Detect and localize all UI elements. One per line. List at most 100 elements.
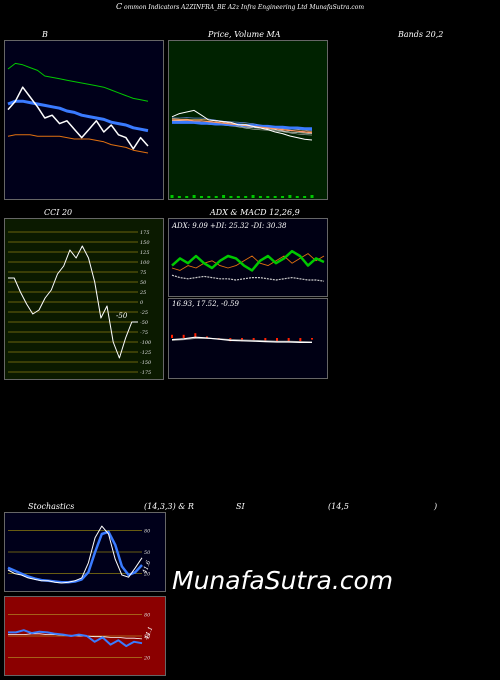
bollinger-b-label: B: [42, 30, 48, 39]
volume-bar: [310, 195, 314, 198]
cci-tick-label: -50: [140, 320, 149, 326]
volume-bar: [295, 196, 299, 198]
title-prefix: C: [116, 2, 123, 11]
macd-values: 16.93, 17.52, -0.59: [172, 300, 239, 308]
rsi-last-value: 44.1: [143, 626, 154, 642]
macd-histogram-bar: [299, 338, 302, 342]
price-close-line: [171, 109, 313, 141]
volume-bar: [258, 196, 262, 198]
rsi-tick-label: 50: [144, 634, 151, 640]
bollinger-middle-line: [7, 99, 149, 133]
price-volume-panel: [168, 40, 328, 200]
cci-tick-label: 125: [140, 250, 150, 256]
price-volume-series: [170, 109, 314, 198]
volume-bar: [222, 195, 226, 198]
price-volume-label: Price, Volume MA: [208, 30, 281, 39]
rsi-panel: 80 50 20 44.1: [4, 596, 166, 676]
volume-bar: [214, 196, 218, 198]
volume-bar: [177, 196, 181, 198]
macd-histogram-bar: [182, 334, 185, 338]
adx-series: [171, 249, 325, 282]
volume-bar: [236, 196, 240, 198]
volume-bar: [244, 196, 248, 198]
stochastics-series: 80 50 20: [7, 525, 151, 584]
adx-line: [171, 274, 325, 282]
bollinger-lower-line: [7, 134, 149, 154]
bollinger-price-line: [7, 86, 149, 150]
bollinger-panel: [4, 40, 164, 200]
macd-histogram-bar: [276, 338, 278, 342]
macd-histogram-bar: [264, 338, 267, 342]
cci-tick-label: 175: [140, 230, 150, 236]
macd-histogram-bar: [311, 338, 313, 340]
volume-bar: [207, 196, 211, 198]
volume-bar: [192, 195, 196, 198]
bollinger-series: [7, 62, 149, 154]
cci-tick-label: -175: [140, 370, 151, 376]
rsi-tick-label: 80: [144, 612, 151, 618]
stoch-d-line: [7, 530, 143, 584]
cci-series: 175 150 125 100 75 50 25 0 -25 -50 -75 -100 -125 -150…: [8, 230, 152, 376]
stoch-last-value: 41.6: [141, 560, 153, 576]
adx-values: ADX: 9.09 +DI: 25.32 -DI: 30.38: [171, 222, 287, 230]
macd-histogram-bar: [252, 338, 255, 342]
volume-bar: [303, 196, 307, 198]
stoch-k-line: [7, 525, 143, 584]
si-label: SI: [236, 502, 245, 511]
volume-bar: [281, 196, 285, 198]
stoch-tick-label: 20: [143, 572, 151, 578]
price-volume-bg: [168, 40, 328, 200]
cci-tick-label: 0: [140, 300, 144, 306]
cci-panel: 175 150 125 100 75 50 25 0 -25 -50 -75 -100 -125 -150…: [4, 218, 164, 380]
stoch-tick-label: 80: [144, 528, 151, 534]
stoch-tick-label: 50: [144, 550, 151, 556]
bands-label: Bands 20,2: [398, 30, 444, 39]
bollinger-upper-line: [7, 62, 149, 102]
cci-tick-label: 150: [140, 240, 150, 246]
si-close-label: ): [434, 502, 438, 511]
volume-bar: [251, 195, 255, 198]
macd-signal-line: [171, 337, 313, 343]
cci-tick-label: 100: [140, 260, 150, 266]
si-params-label: (14,5: [328, 502, 349, 511]
volume-bar: [229, 196, 233, 198]
cci-bg: [4, 218, 164, 380]
stochastics-label: Stochastics: [28, 502, 75, 511]
bollinger-bg: [4, 40, 164, 200]
volume-bar: [170, 195, 174, 198]
adx-macd-panel: ADX: 9.09 +DI: 25.32 -DI: 30.38 16.93, 1…: [168, 218, 328, 379]
cci-tick-label: -150: [140, 360, 152, 366]
volume-bar: [199, 196, 203, 198]
stochastics-panel: 80 50 20 41.6: [4, 512, 166, 592]
macd-series: [171, 333, 313, 344]
macd-histogram-bar: [171, 334, 173, 338]
watermark: MunafaSutra.com: [172, 566, 394, 595]
volume-bar: [266, 196, 270, 198]
cci-tick-label: -125: [140, 350, 151, 356]
rsi-series: 80 50 20: [8, 612, 151, 662]
cci-tick-label: 50: [140, 280, 147, 286]
page-title: ommon Indicators A2ZINFRA_BE A2z Infra E…: [124, 4, 365, 11]
volume-bar: [288, 195, 292, 198]
macd-line: [171, 336, 312, 344]
cci-tick-label: -25: [140, 310, 148, 316]
stoch-params-label: (14,3,3) & R: [144, 502, 194, 511]
volume-bar: [185, 196, 189, 198]
cci-tick-label: -75: [140, 330, 148, 336]
adx-bg: [168, 218, 328, 297]
cci-label: CCI 20: [44, 208, 73, 217]
rsi-tick-label: 20: [143, 656, 151, 662]
adx-macd-label: ADX & MACD 12,26,9: [210, 208, 300, 217]
adx-minus-di-line: [171, 253, 325, 271]
cci-last-value: -50: [116, 312, 128, 320]
cci-line: [8, 245, 138, 359]
macd-histogram-bar: [287, 338, 290, 342]
cci-tick-label: 75: [140, 270, 146, 276]
cci-tick-label: -100: [140, 340, 152, 346]
rsi-line: [8, 629, 143, 648]
adx-plus-di-line: [171, 249, 325, 272]
macd-histogram-bar: [194, 333, 197, 338]
volume-bar: [273, 196, 277, 198]
macd-histogram-bar: [206, 336, 208, 338]
